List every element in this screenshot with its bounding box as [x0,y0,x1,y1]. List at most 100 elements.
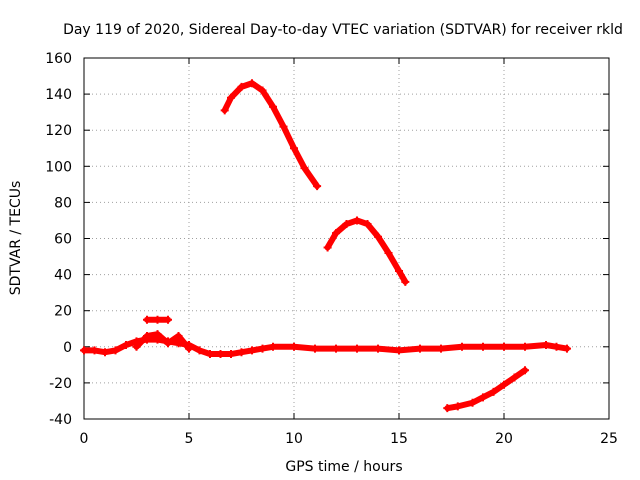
data-point [122,340,130,349]
data-point [258,344,267,353]
data-point [479,342,487,351]
data-point [489,387,498,396]
data-point [143,331,151,340]
x-tick-label: 20 [495,431,513,447]
y-tick-label: 20 [54,304,72,320]
data-point [227,93,235,102]
series-baseline [80,335,571,359]
x-tick-label: 10 [285,431,303,447]
y-tick-label: 120 [45,123,72,139]
data-point [542,340,550,349]
chart-title: Day 119 of 2020, Sidereal Day-to-day VTE… [63,22,623,38]
data-marks [80,79,571,413]
data-point [443,404,452,413]
data-point [332,344,340,353]
x-axis-label: GPS time / hours [285,459,402,475]
data-point [143,315,151,324]
series-arc-1 [143,315,172,324]
series-spread [132,330,193,353]
data-point [101,348,109,357]
data-point [164,315,172,324]
y-axis-label: SDTVAR / TECUs [8,181,24,296]
data-point [552,342,561,351]
x-tick-label: 0 [80,431,89,447]
data-point [195,346,204,355]
data-point [237,82,246,91]
data-point [248,346,256,355]
data-point [353,344,361,353]
data-point [363,220,372,229]
data-point [500,342,508,351]
data-point [80,346,88,355]
series-arc-4 [443,366,529,413]
data-point [206,350,214,359]
data-point [174,331,183,340]
data-point [500,380,508,389]
x-tick-label: 25 [600,431,618,447]
series-line [324,217,409,285]
data-point [258,86,267,95]
y-tick-label: 40 [54,268,72,284]
data-point [313,182,322,191]
data-point [269,102,277,111]
data-point [185,344,193,353]
data-point [227,350,235,359]
data-point [311,344,319,353]
grid-lines [84,58,609,419]
x-axis-ticks: 0 5 10 15 20 25 [80,58,618,447]
data-point [521,342,529,351]
data-point [290,342,298,351]
x-tick-label: 5 [185,431,194,447]
data-point [248,79,256,88]
y-tick-label: 80 [54,195,72,211]
data-point [458,342,466,351]
data-point [153,315,162,324]
data-point [342,220,351,229]
data-point [453,402,462,411]
data-point [332,229,340,238]
y-tick-label: 60 [54,232,72,248]
y-axis-ticks: -40 -20 0 20 40 60 80 100 120 140 160 [45,51,609,428]
data-point [521,366,529,375]
data-point [216,350,225,359]
series-line [133,331,192,352]
y-tick-label: 0 [63,340,72,356]
data-point [437,344,445,353]
data-point [237,348,246,357]
series-line [444,367,528,412]
data-point [416,344,424,353]
data-point [90,346,99,355]
y-tick-label: -20 [49,376,72,392]
x-tick-label: 15 [390,431,408,447]
data-point [153,330,162,339]
data-point [395,266,403,275]
data-point [132,342,141,351]
series-arc-2 [220,79,322,191]
data-point [111,346,120,355]
data-point [468,398,477,407]
y-tick-label: 160 [45,51,72,67]
data-point [300,164,309,173]
series-arc-3 [323,216,410,286]
y-tick-label: -40 [49,412,72,428]
data-point [269,342,277,351]
data-point [279,122,288,131]
data-point [510,373,519,382]
data-point [401,277,410,286]
data-point [323,243,332,252]
data-point [374,344,382,353]
plot-frame [83,57,610,420]
y-tick-label: 100 [45,159,72,175]
data-point [374,232,382,241]
data-point [384,248,393,257]
series-line [221,80,321,190]
data-point [353,216,361,225]
data-point [479,393,487,402]
data-point [290,144,298,153]
data-point [395,346,403,355]
data-point [563,344,571,353]
y-tick-label: 140 [45,87,72,103]
data-point [220,106,229,115]
data-point [164,339,172,348]
